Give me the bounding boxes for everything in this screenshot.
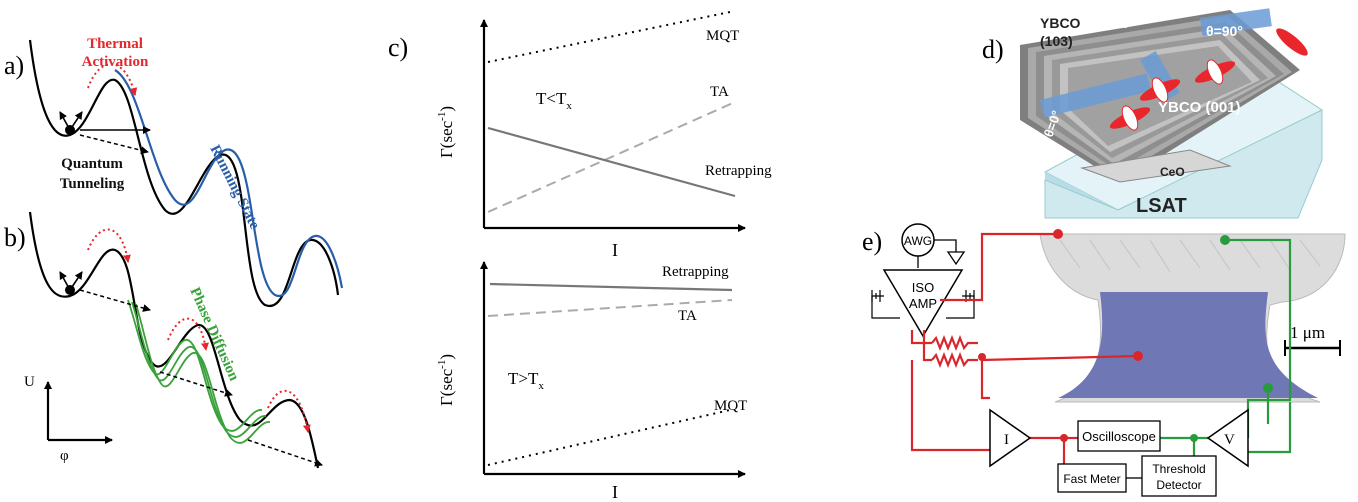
current-amplifier <box>989 408 1032 468</box>
phase-diffusion-curves <box>127 299 271 444</box>
quantum-tunneling-label-1: Quantum <box>61 156 123 172</box>
thermal-arc-a <box>87 63 138 96</box>
node-green-3 <box>1190 434 1198 442</box>
escape-arrow-b <box>69 111 83 131</box>
tunneling-arrow-a <box>79 134 149 155</box>
plot-top-retrapping-line <box>487 126 736 198</box>
scale-bar-label: 1 μm <box>1290 323 1325 342</box>
plot-top-mqt-line <box>487 11 731 63</box>
ceo-label: CeO <box>1160 165 1185 179</box>
rate-plot-top: MQT TA Retrapping T<Tx Γ(sec-1) I <box>436 11 772 260</box>
voltage-amplifier-label: V <box>1224 432 1235 448</box>
node-green-2 <box>1263 383 1273 393</box>
panel-label-e: e) <box>862 227 882 256</box>
ybco-103-label-2: (103) <box>1040 33 1073 49</box>
escape-arrow-c <box>59 271 71 291</box>
axis-u-label: U <box>24 374 35 390</box>
node-red-3 <box>978 353 986 361</box>
iso-amp-label-1: ISO <box>912 280 934 295</box>
oscilloscope-label: Oscilloscope <box>1082 429 1156 444</box>
threshold-detector-box <box>1141 455 1217 497</box>
plot-top-retrapping-label: Retrapping <box>705 163 772 179</box>
node-red-4 <box>1060 434 1068 442</box>
ybco-001-label: YBCO (001) <box>1158 99 1241 116</box>
rate-plot-bottom: Retrapping TA MQT T>Tx Γ(sec-1) I <box>436 261 747 502</box>
theta-60-label: θ=60° <box>1098 15 1135 31</box>
plot-bottom-mqt-label: MQT <box>714 398 747 414</box>
lsat-substrate-side <box>1044 109 1323 219</box>
thermal-activation-label-1: Thermal <box>87 36 143 52</box>
lsat-label: LSAT <box>1136 195 1187 217</box>
plot-top-ta-label: TA <box>710 84 729 100</box>
node-green-1 <box>1220 235 1230 245</box>
plot-bottom-retrapping-line <box>489 282 733 292</box>
ybco-103-label-1: YBCO <box>1040 15 1081 31</box>
oscilloscope-box <box>1077 420 1161 452</box>
panel-ab: a) b) Thermal Activation Quantum Tunneli… <box>4 36 344 469</box>
panel-label-d: d) <box>982 35 1004 64</box>
node-red-1 <box>1053 229 1063 239</box>
running-state-curve <box>114 69 344 298</box>
running-state-label: Running State <box>206 143 262 233</box>
sem-micrograph: 1 μm <box>1039 233 1346 403</box>
fast-meter-label: Fast Meter <box>1063 472 1120 486</box>
plot-top-condition: T<Tx <box>536 89 572 112</box>
panel-label-a: a) <box>4 51 24 80</box>
thermal-arc-b <box>87 228 131 263</box>
tunneling-arrow-c <box>159 371 233 397</box>
axis-phi-label: φ <box>60 448 69 464</box>
ceo-layer <box>1080 149 1232 183</box>
iso-amp <box>882 269 964 338</box>
sample-bridge <box>1058 292 1318 398</box>
plot-bottom-ta-line <box>487 299 733 317</box>
panel-d: d) LSAT CeO <box>982 8 1324 219</box>
plot-top-xlabel: I <box>612 240 618 260</box>
voltage-amplifier <box>1206 408 1249 468</box>
plot-top-ta-line <box>487 101 736 213</box>
plot-bottom-xlabel: I <box>612 482 618 502</box>
threshold-detector-label-2: Detector <box>1156 478 1201 492</box>
plot-bottom-mqt-line <box>487 409 731 466</box>
quantum-tunneling-label-2: Tunneling <box>60 176 125 192</box>
thermal-arc-d <box>267 389 311 433</box>
ground-symbol <box>946 251 966 266</box>
plot-top-ylabel: Γ(sec-1) <box>436 106 456 158</box>
panel-e: e) 1 μm AWG ISO AMP <box>862 223 1346 497</box>
theta-90-label: θ=90° <box>1206 23 1243 39</box>
current-wiring <box>910 232 1139 472</box>
fast-meter-box <box>1057 463 1127 493</box>
plot-bottom-ylabel: Γ(sec-1) <box>436 354 456 406</box>
panel-c: c) MQT TA Retrapping T<Tx Γ(sec-1) I Ret… <box>388 11 772 502</box>
plot-bottom-retrapping-label: Retrapping <box>662 264 729 280</box>
current-amplifier-label: I <box>1004 432 1009 448</box>
threshold-detector-label-1: Threshold <box>1152 462 1205 476</box>
phase-diffusion-label: Phase Diffusion <box>186 285 242 384</box>
panel-label-c: c) <box>388 33 408 62</box>
washboard-potential-a <box>28 39 340 307</box>
tunneling-arrow-d <box>247 439 323 467</box>
awg-label: AWG <box>904 234 932 248</box>
plot-top-mqt-label: MQT <box>706 28 739 44</box>
plot-bottom-ta-label: TA <box>678 308 697 324</box>
thermal-activation-label-2: Activation <box>82 54 149 70</box>
panel-label-b: b) <box>4 223 26 252</box>
plot-bottom-condition: T>Tx <box>508 369 544 392</box>
washboard-potential-b <box>28 211 320 469</box>
escape-arrow-d <box>69 271 83 291</box>
order-parameter-lobes <box>1109 28 1308 131</box>
iso-amp-label-2: AMP <box>909 296 937 311</box>
escape-arrow-a <box>59 111 71 131</box>
tunneling-arrow-b <box>79 289 151 312</box>
awg-ground-wire <box>934 239 957 252</box>
node-red-2 <box>1133 351 1143 361</box>
